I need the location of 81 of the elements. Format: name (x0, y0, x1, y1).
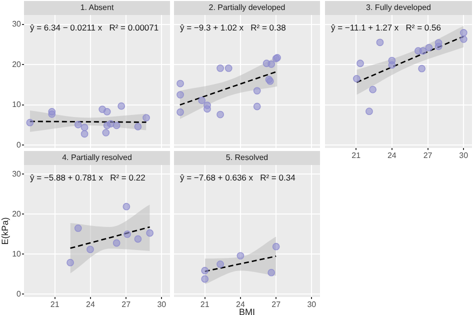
point (106, 120, 114, 128)
annotation: ŷ = −9.3 + 1.02 x R² = 0.38 (180, 22, 286, 32)
point (134, 122, 142, 130)
y-tick-label: 30 (12, 169, 22, 178)
point (268, 60, 276, 68)
x-tick-label: 24 (86, 300, 96, 310)
chart-title: 2. Partially developed (174, 1, 320, 15)
annotation: ŷ = −7.68 + 0.636 x R² = 0.34 (180, 172, 296, 182)
point (216, 64, 224, 72)
annotation: ŷ = 6.34 − 0.0211 x R² = 0.00071 (30, 22, 159, 32)
point (102, 128, 110, 136)
point (112, 122, 120, 130)
point (26, 118, 34, 126)
point (176, 108, 184, 116)
annotation: ŷ = −11.1 + 1.27 x R² = 0.56 (331, 22, 442, 32)
point (112, 239, 120, 247)
point (118, 102, 126, 110)
point (460, 35, 468, 43)
x-tick-label: 27 (423, 151, 433, 160)
point (216, 260, 224, 268)
x-tick-label: 27 (122, 300, 132, 310)
point (369, 86, 377, 94)
x-tick-label: 30 (307, 300, 317, 310)
point (134, 235, 142, 243)
point (201, 275, 209, 283)
x-tick-label: 24 (236, 300, 246, 310)
chart-title: 5. Resolved (174, 151, 320, 165)
point (201, 266, 209, 274)
point (425, 44, 433, 52)
point (352, 74, 360, 82)
point (388, 61, 396, 69)
point (142, 114, 150, 122)
point (434, 42, 442, 50)
point (204, 105, 211, 113)
point (268, 268, 276, 276)
point (198, 96, 206, 104)
x-tick-label: 27 (272, 300, 282, 310)
point (253, 102, 261, 110)
point (74, 120, 82, 128)
point (272, 242, 280, 250)
x-tick-label: 24 (387, 151, 397, 160)
point (418, 64, 426, 72)
point (124, 230, 131, 238)
point (176, 80, 184, 88)
point (86, 246, 94, 254)
y-tick-label: 10 (12, 249, 22, 258)
chart-title: 4. Partially resolved (24, 151, 170, 165)
point (366, 108, 373, 116)
x-tick-label: 21 (200, 300, 210, 310)
point (356, 60, 364, 68)
point (176, 91, 184, 98)
y-axis-title: E(kPa) (0, 217, 10, 245)
annotation: ŷ = −5.88 + 0.781 x R² = 0.22 (30, 172, 146, 182)
chart-title: 1. Absent (24, 1, 170, 15)
point (216, 110, 224, 118)
y-tick-label: 0 (16, 140, 22, 150)
point (122, 202, 130, 210)
point (80, 124, 88, 132)
point (103, 108, 111, 116)
point (66, 258, 74, 266)
x-tick-label: 21 (50, 300, 60, 310)
point (224, 64, 232, 72)
point (419, 47, 427, 55)
y-tick-label: 0 (16, 289, 22, 298)
point (253, 87, 261, 94)
x-tick-label: 30 (459, 151, 469, 160)
point (48, 110, 56, 118)
point (80, 130, 88, 138)
point (146, 229, 154, 237)
chart-title: 3. Fully developed (325, 1, 472, 15)
y-tick-label: 20 (12, 209, 22, 218)
point (460, 29, 468, 36)
point (376, 38, 384, 46)
y-tick-label: 30 (12, 19, 22, 28)
y-tick-label: 10 (12, 100, 22, 110)
point (74, 224, 82, 232)
y-tick-label: 20 (12, 60, 22, 69)
x-tick-label: 21 (352, 151, 362, 160)
point (236, 252, 244, 260)
x-axis-title: BMI (238, 307, 256, 315)
x-tick-label: 30 (157, 300, 167, 310)
